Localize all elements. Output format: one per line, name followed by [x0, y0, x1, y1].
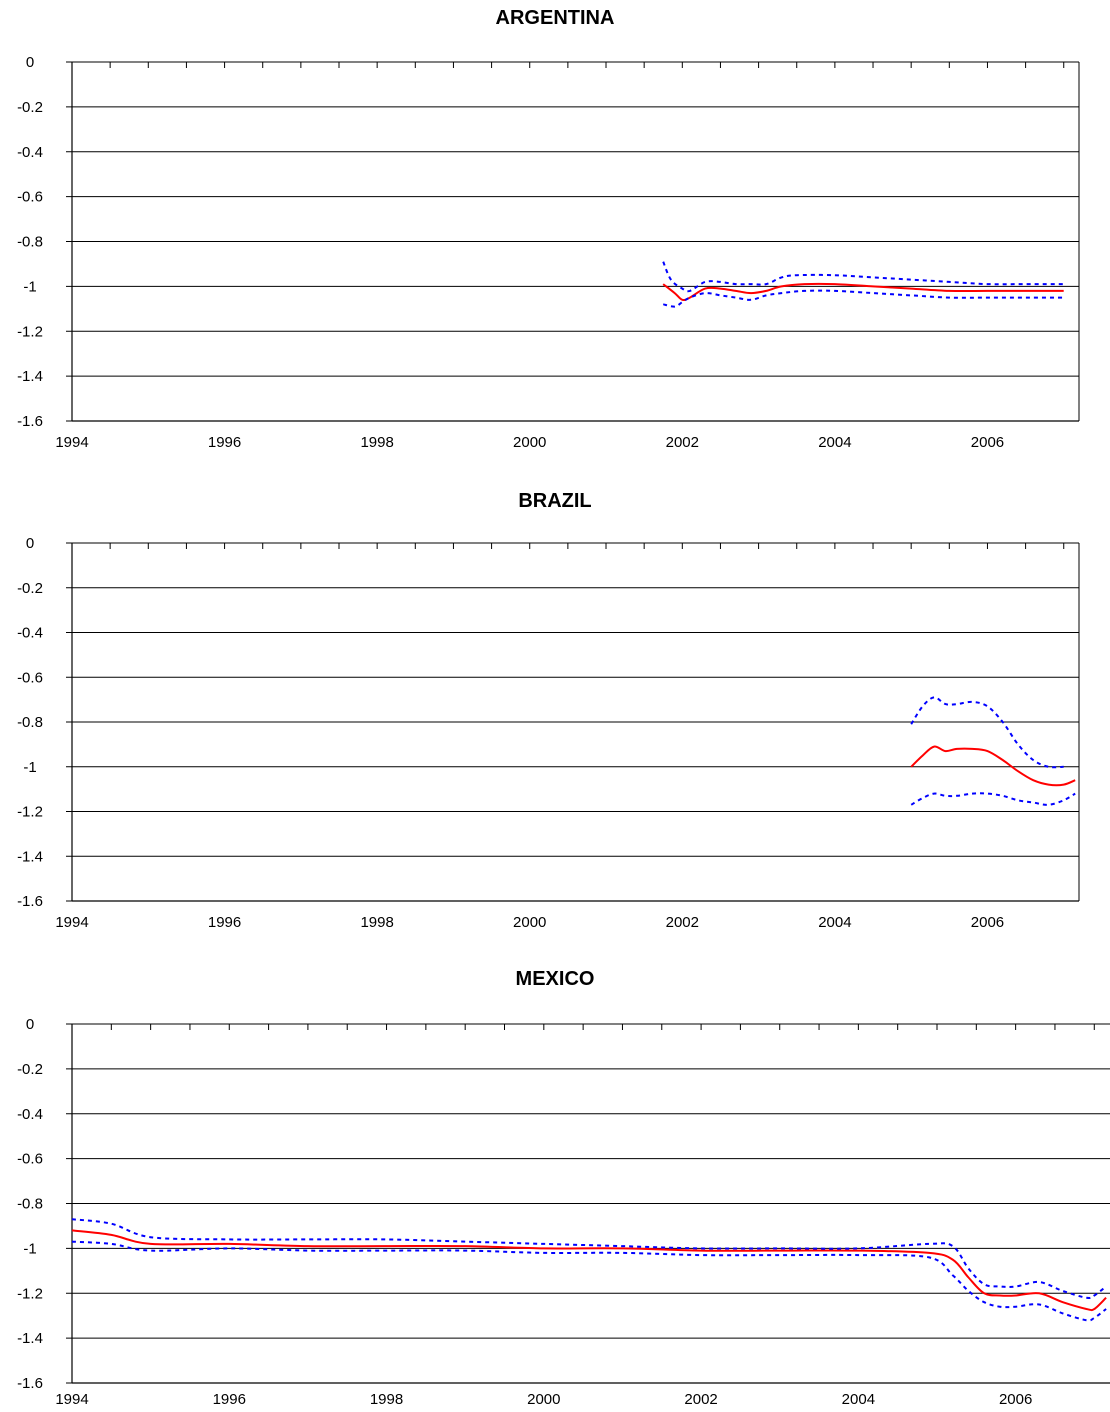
- series-line-upper-band: [910, 696, 1064, 769]
- y-tick-label: -1.6: [17, 893, 43, 910]
- chart-title-mexico: MEXICO: [516, 968, 595, 990]
- y-tick-label: -1: [23, 1240, 36, 1257]
- chart-svg-argentina: ARGENTINA 0 -0.2 -0.4 -0.6 -0.8 -1 -1.2 -1.4 -1.6…: [17, 7, 1080, 451]
- y-tick-label: -0.6: [17, 189, 43, 206]
- x-tick-label: 2006: [971, 914, 1004, 931]
- x-tick-label: 1996: [208, 434, 241, 451]
- y-tick-label: -1.6: [17, 1375, 43, 1392]
- series-line-estimate: [910, 745, 1076, 787]
- y-tick-label: -0.8: [17, 234, 43, 251]
- x-tick-label: 2000: [513, 914, 546, 931]
- series-line-lower-band: [662, 289, 1064, 308]
- y-tick-label: -1.4: [17, 1330, 43, 1347]
- y-tick-label: 0: [26, 1016, 34, 1033]
- y-tick-label: -0.6: [17, 669, 43, 686]
- y-tick-label: -0.2: [17, 580, 43, 597]
- x-tick-label: 2004: [842, 1391, 875, 1408]
- x-tick-label: 1998: [360, 434, 393, 451]
- x-tick-label: 1994: [55, 434, 88, 451]
- y-tick-label: 0: [26, 535, 34, 552]
- y-tick-label: -1.2: [17, 1285, 43, 1302]
- x-tick-label: 2006: [999, 1391, 1032, 1408]
- y-tick-label: -1: [23, 759, 36, 776]
- chart-panel-mexico: MEXICO 0 -0.2 -0.4 -0.6 -0.8 -1 -1.2 -1.4 -1.6 199…: [0, 960, 1110, 1412]
- y-tick-label: -0.6: [17, 1151, 43, 1168]
- chart-title-argentina: ARGENTINA: [496, 7, 615, 29]
- y-tick-label: -1.6: [17, 413, 43, 430]
- y-tick-label: -1.4: [17, 848, 43, 865]
- x-tick-label: 2000: [513, 434, 546, 451]
- series-line-lower-band: [910, 792, 1076, 806]
- x-tick-label: 1994: [55, 914, 88, 931]
- x-tick-label: 2006: [971, 434, 1004, 451]
- y-tick-label: -0.2: [17, 1061, 43, 1078]
- x-tick-label: 2002: [666, 914, 699, 931]
- x-tick-label: 1998: [360, 914, 393, 931]
- y-tick-label: -0.4: [17, 144, 43, 161]
- x-tick-label: 2002: [666, 434, 699, 451]
- series-line-estimate: [662, 282, 1064, 302]
- series-line-estimate: [71, 1229, 1107, 1312]
- x-tick-label: 2004: [818, 434, 851, 451]
- x-tick-label: 1996: [213, 1391, 246, 1408]
- series-line-lower-band: [71, 1240, 1107, 1322]
- y-tick-label: 0: [26, 54, 34, 71]
- y-tick-label: -0.8: [17, 1196, 43, 1213]
- chart-svg-brazil: BRAZIL 0 -0.2 -0.4 -0.6 -0.8 -1 -1.2 -1.4 -1.6 199…: [17, 490, 1080, 931]
- x-tick-label: 2004: [818, 914, 851, 931]
- y-tick-label: -1: [23, 278, 36, 295]
- chart-title-brazil: BRAZIL: [518, 490, 591, 512]
- y-tick-label: -0.8: [17, 714, 43, 731]
- y-tick-label: -0.2: [17, 99, 43, 116]
- x-tick-label: 2000: [527, 1391, 560, 1408]
- x-tick-label: 2002: [684, 1391, 717, 1408]
- chart-svg-mexico: MEXICO 0 -0.2 -0.4 -0.6 -0.8 -1 -1.2 -1.4 -1.6 199…: [17, 968, 1110, 1408]
- series-line-upper-band: [71, 1218, 1107, 1299]
- y-tick-label: -1.2: [17, 804, 43, 821]
- x-tick-label: 1996: [208, 914, 241, 931]
- chart-panel-brazil: BRAZIL 0 -0.2 -0.4 -0.6 -0.8 -1 -1.2 -1.4 -1.6 199…: [0, 480, 1110, 950]
- x-tick-label: 1998: [370, 1391, 403, 1408]
- y-tick-label: -1.4: [17, 368, 43, 385]
- chart-panel-argentina: ARGENTINA 0 -0.2 -0.4 -0.6 -0.8 -1 -1.2 -1.4 -1.6…: [0, 0, 1110, 470]
- y-tick-label: -0.4: [17, 625, 43, 642]
- y-tick-label: -1.2: [17, 323, 43, 340]
- y-tick-label: -0.4: [17, 1106, 43, 1123]
- series-line-upper-band: [662, 261, 1064, 293]
- x-tick-label: 1994: [55, 1391, 88, 1408]
